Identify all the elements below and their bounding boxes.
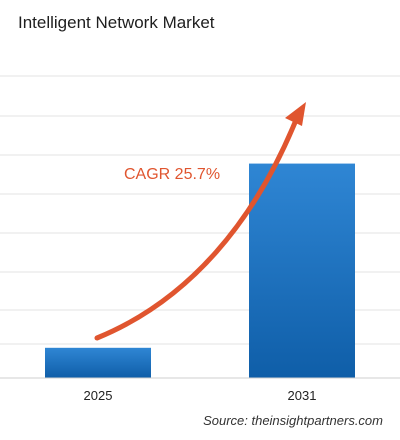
source-note: Source: theinsightpartners.com [203, 413, 383, 428]
chart-title: Intelligent Network Market [18, 13, 215, 32]
bars [45, 163, 355, 378]
growth-arrowhead [285, 102, 306, 126]
x-tick-labels: 2025 2031 [84, 388, 317, 403]
x-tick-label-2025: 2025 [84, 388, 113, 403]
bar-2031 [249, 163, 355, 378]
cagr-annotation: CAGR 25.7% [124, 166, 220, 183]
growth-arrow [94, 117, 299, 341]
x-tick-label-2031: 2031 [288, 388, 317, 403]
bar-2025 [45, 347, 151, 378]
